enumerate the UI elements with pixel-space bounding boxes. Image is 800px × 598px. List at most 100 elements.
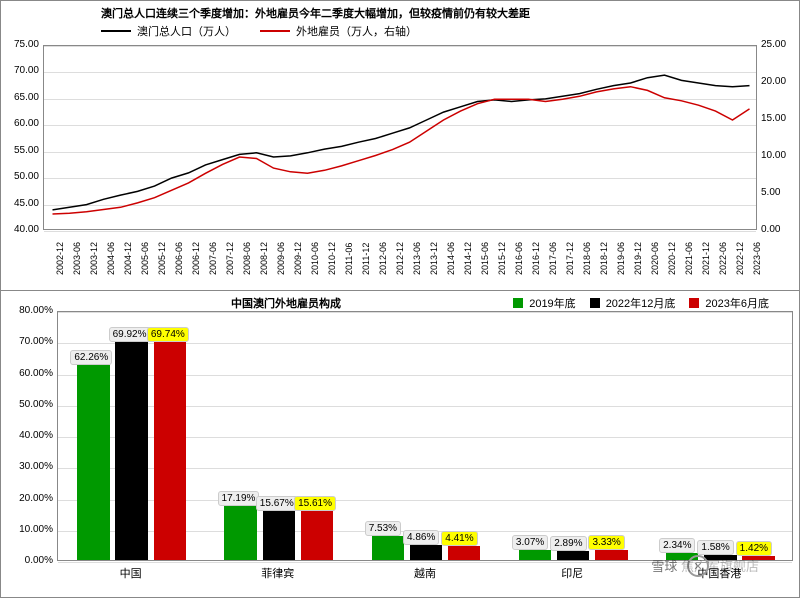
line-chart-plot-area [43, 45, 757, 230]
line-chart-x-tick: 2015-06 [480, 242, 490, 275]
bar-y-tick: 10.00% [7, 524, 53, 535]
line-chart-x-tick: 2016-12 [531, 242, 541, 275]
bar-value-label: 17.19% [218, 491, 260, 506]
bar-value-label: 69.74% [147, 327, 189, 342]
bar-value-label: 3.33% [588, 535, 624, 550]
left-y-tick: 70.00 [0, 65, 39, 76]
bar-y-tick: 20.00% [7, 493, 53, 504]
left-y-tick: 65.00 [0, 92, 39, 103]
line-chart-x-tick: 2012-06 [378, 242, 388, 275]
line-chart-x-tick: 2013-06 [412, 242, 422, 275]
bar [224, 506, 256, 560]
legend-item: 外地雇员（万人，右轴） [260, 23, 417, 39]
line-chart-x-tick: 2022-12 [735, 242, 745, 275]
line-chart-x-tick: 2014-06 [446, 242, 456, 275]
line-chart-x-tick: 2019-12 [633, 242, 643, 275]
bar-y-tick: 0.00% [7, 555, 53, 566]
bar-chart-legend: 2019年底2022年12月底2023年6月底 [513, 295, 769, 311]
left-y-tick: 60.00 [0, 118, 39, 129]
bar [448, 546, 480, 560]
right-y-tick: 25.00 [761, 39, 800, 50]
bar-value-label: 15.67% [256, 496, 298, 511]
line-chart-x-tick: 2018-12 [599, 242, 609, 275]
bar [557, 551, 589, 560]
right-y-tick: 5.00 [761, 187, 800, 198]
line-chart-x-tick: 2006-12 [191, 242, 201, 275]
line-chart-x-tick: 2020-12 [667, 242, 677, 275]
line-chart-x-tick: 2018-06 [582, 242, 592, 275]
line-chart-x-tick: 2007-06 [208, 242, 218, 275]
line-chart-x-tick: 2017-12 [565, 242, 575, 275]
bar [410, 545, 442, 560]
left-y-tick: 40.00 [0, 224, 39, 235]
population-line [53, 75, 750, 210]
bar-value-label: 1.42% [736, 541, 772, 556]
bar-category-label: 越南 [351, 565, 498, 581]
legend-item: 2019年底 [513, 295, 575, 311]
bar-value-label: 2.89% [550, 536, 586, 551]
bar [115, 342, 147, 561]
bar-value-label: 1.58% [697, 540, 733, 555]
right-y-tick: 10.00 [761, 150, 800, 161]
bar-category-label: 菲律宾 [204, 565, 351, 581]
line-chart-x-tick: 2015-12 [497, 242, 507, 275]
right-y-tick: 20.00 [761, 76, 800, 87]
bar [595, 550, 627, 560]
line-chart-x-tick: 2021-06 [684, 242, 694, 275]
line-chart-x-tick: 2019-06 [616, 242, 626, 275]
legend-item: 2023年6月底 [689, 295, 769, 311]
line-chart-x-tick: 2020-06 [650, 242, 660, 275]
line-chart-x-tick: 2022-06 [718, 242, 728, 275]
bar [372, 536, 404, 560]
bar-value-label: 4.41% [441, 531, 477, 546]
line-chart-svg [44, 46, 758, 231]
bar-value-label: 4.86% [403, 530, 439, 545]
bar [263, 511, 295, 560]
legend-item: 澳门总人口（万人） [101, 23, 236, 39]
line-chart-x-tick: 2003-06 [72, 242, 82, 275]
line-chart-x-tick: 2017-06 [548, 242, 558, 275]
bar-value-label: 2.34% [659, 538, 695, 553]
bar-value-label: 15.61% [294, 496, 336, 511]
bar-y-tick: 40.00% [7, 430, 53, 441]
right-y-tick: 15.00 [761, 113, 800, 124]
bar-chart-plot-area [57, 311, 793, 561]
line-chart-x-tick: 2002-12 [55, 242, 65, 275]
line-chart-x-tick: 2004-12 [123, 242, 133, 275]
bar-y-tick: 30.00% [7, 461, 53, 472]
watermark-text: 雪球 焦广军旗舰店 [651, 556, 759, 575]
line-chart-x-tick: 2011-06 [344, 243, 354, 275]
left-y-tick: 50.00 [0, 171, 39, 182]
bar-category-label: 中国 [57, 565, 204, 581]
line-chart-x-tick: 2016-06 [514, 242, 524, 275]
left-y-tick: 75.00 [0, 39, 39, 50]
bar-y-tick: 80.00% [7, 305, 53, 316]
left-y-tick: 55.00 [0, 145, 39, 156]
line-chart-x-tick: 2006-06 [174, 242, 184, 275]
line-chart-legend: 澳门总人口（万人） 外地雇员（万人，右轴） [101, 23, 417, 39]
line-chart-x-tick: 2005-06 [140, 242, 150, 275]
bar [301, 511, 333, 560]
line-chart-x-tick: 2023-06 [752, 242, 762, 275]
line-chart-x-tick: 2014-12 [463, 242, 473, 275]
bar-value-label: 3.07% [512, 535, 548, 550]
line-chart-x-tick: 2010-12 [327, 242, 337, 275]
bar-value-label: 69.92% [109, 327, 151, 342]
bar [519, 550, 551, 560]
bar-value-label: 7.53% [365, 521, 401, 536]
bar-chart-title: 中国澳门外地雇员构成 [231, 295, 341, 311]
bar-y-tick: 50.00% [7, 399, 53, 410]
bar-y-tick: 60.00% [7, 368, 53, 379]
line-chart-x-tick: 2008-12 [259, 242, 269, 275]
foreign-workers-line [53, 87, 750, 214]
line-chart-x-tick: 2013-12 [429, 242, 439, 275]
line-chart-x-tick: 2011-12 [361, 243, 371, 275]
bar-value-label: 62.26% [70, 350, 112, 365]
line-chart-x-tick: 2009-06 [276, 242, 286, 275]
line-chart-x-tick: 2010-06 [310, 242, 320, 275]
line-chart-x-tick: 2012-12 [395, 242, 405, 275]
line-chart-title: 澳门总人口连续三个季度增加：外地雇员今年二季度大幅增加，但较疫情前仍有较大差距 [101, 5, 530, 21]
bar-y-tick: 70.00% [7, 336, 53, 347]
line-chart-x-tick: 2003-12 [89, 242, 99, 275]
bar [154, 342, 186, 560]
